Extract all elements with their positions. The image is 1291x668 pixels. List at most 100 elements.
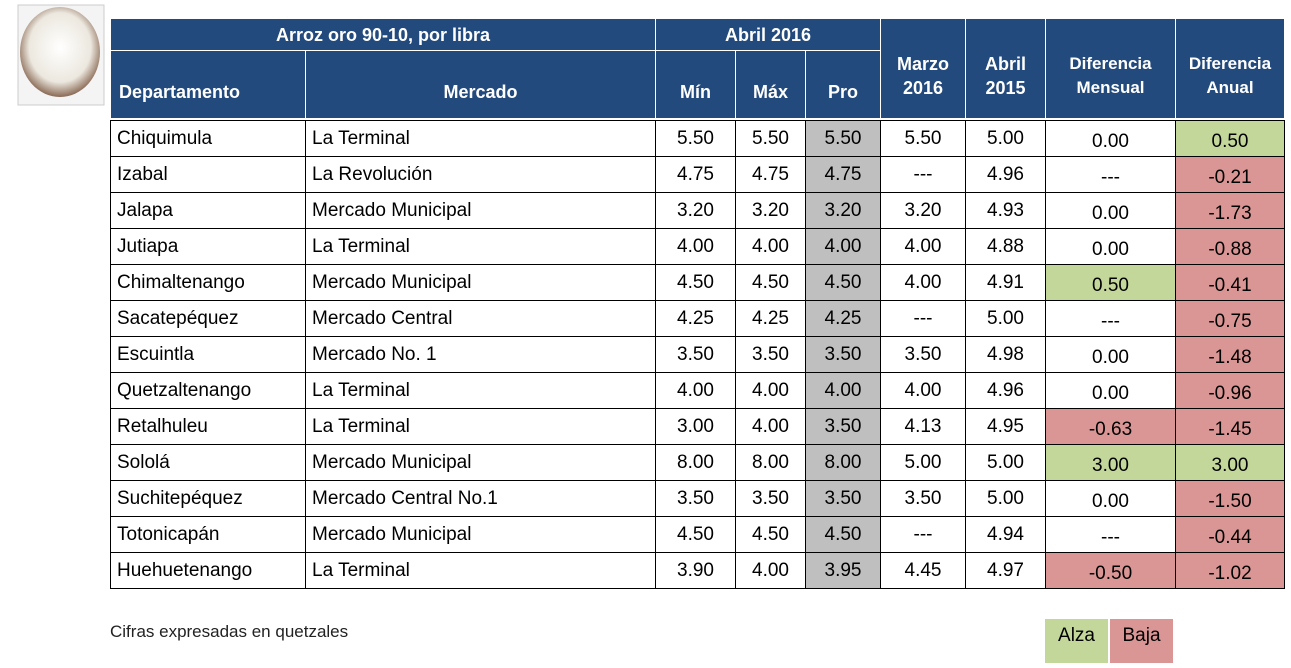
value-cell: 4.45 bbox=[880, 552, 966, 589]
value-cell: 4.00 bbox=[655, 228, 736, 265]
market: La Terminal bbox=[305, 372, 656, 409]
value-cell: 4.00 bbox=[805, 372, 881, 409]
value-cell: 5.00 bbox=[965, 444, 1046, 481]
department: Retalhuleu bbox=[110, 408, 306, 445]
value-cell: 3.50 bbox=[805, 408, 881, 445]
value-cell: 4.25 bbox=[655, 300, 736, 337]
value-cell: -1.50 bbox=[1175, 480, 1285, 517]
value-cell: 3.20 bbox=[880, 192, 966, 229]
department: Jutiapa bbox=[110, 228, 306, 265]
value-cell: 4.00 bbox=[805, 228, 881, 265]
value-cell: 4.97 bbox=[965, 552, 1046, 589]
value-cell: 0.00 bbox=[1045, 192, 1176, 229]
value-cell: 4.00 bbox=[735, 228, 806, 265]
market: Mercado Municipal bbox=[305, 516, 656, 553]
value-cell: 4.95 bbox=[965, 408, 1046, 445]
value-cell: 3.50 bbox=[805, 480, 881, 517]
value-cell: 3.50 bbox=[655, 480, 736, 517]
value-cell: 3.20 bbox=[655, 192, 736, 229]
value-cell: 3.50 bbox=[880, 336, 966, 373]
value-cell: 4.25 bbox=[805, 300, 881, 337]
value-cell: -1.48 bbox=[1175, 336, 1285, 373]
value-cell: 8.00 bbox=[655, 444, 736, 481]
department: Suchitepéquez bbox=[110, 480, 306, 517]
value-cell: --- bbox=[880, 516, 966, 553]
department: Sololá bbox=[110, 444, 306, 481]
header-cell: Departamento bbox=[110, 50, 306, 119]
value-cell: 4.13 bbox=[880, 408, 966, 445]
value-cell: 4.93 bbox=[965, 192, 1046, 229]
value-cell: 4.98 bbox=[965, 336, 1046, 373]
value-cell: 3.00 bbox=[1045, 444, 1176, 481]
value-cell: 3.00 bbox=[655, 408, 736, 445]
market: La Terminal bbox=[305, 552, 656, 589]
value-cell: 0.00 bbox=[1045, 480, 1176, 517]
value-cell: -1.02 bbox=[1175, 552, 1285, 589]
value-cell: 4.00 bbox=[880, 264, 966, 301]
value-cell: -0.75 bbox=[1175, 300, 1285, 337]
value-cell: 4.50 bbox=[735, 264, 806, 301]
market: Mercado No. 1 bbox=[305, 336, 656, 373]
value-cell: 4.94 bbox=[965, 516, 1046, 553]
value-cell: 5.50 bbox=[655, 120, 736, 157]
header-cell: Máx bbox=[735, 50, 806, 119]
value-cell: 5.00 bbox=[965, 120, 1046, 157]
value-cell: 0.00 bbox=[1045, 336, 1176, 373]
header-cell: Mín bbox=[655, 50, 736, 119]
value-cell: -0.88 bbox=[1175, 228, 1285, 265]
value-cell: 3.90 bbox=[655, 552, 736, 589]
value-cell: -0.96 bbox=[1175, 372, 1285, 409]
value-cell: 4.75 bbox=[655, 156, 736, 193]
header-cell: Mercado bbox=[305, 50, 656, 119]
market: Mercado Central No.1 bbox=[305, 480, 656, 517]
header-period: Abril 2016 bbox=[655, 18, 881, 51]
value-cell: --- bbox=[1045, 300, 1176, 337]
department: Totonicapán bbox=[110, 516, 306, 553]
department: Escuintla bbox=[110, 336, 306, 373]
value-cell: 0.50 bbox=[1175, 120, 1285, 157]
market: Mercado Municipal bbox=[305, 192, 656, 229]
department: Quetzaltenango bbox=[110, 372, 306, 409]
value-cell: 0.00 bbox=[1045, 228, 1176, 265]
market: Mercado Central bbox=[305, 300, 656, 337]
footer-note: Cifras expresadas en quetzales bbox=[110, 617, 510, 647]
value-cell: 4.88 bbox=[965, 228, 1046, 265]
value-cell: 5.50 bbox=[735, 120, 806, 157]
value-cell: 5.50 bbox=[880, 120, 966, 157]
value-cell: -0.21 bbox=[1175, 156, 1285, 193]
market: Mercado Municipal bbox=[305, 444, 656, 481]
market: La Terminal bbox=[305, 408, 656, 445]
value-cell: 4.00 bbox=[735, 372, 806, 409]
value-cell: 3.20 bbox=[735, 192, 806, 229]
department: Izabal bbox=[110, 156, 306, 193]
value-cell: 4.25 bbox=[735, 300, 806, 337]
header-product: Arroz oro 90-10, por libra bbox=[110, 18, 656, 51]
value-cell: --- bbox=[1045, 516, 1176, 553]
value-cell: -1.73 bbox=[1175, 192, 1285, 229]
value-cell: 8.00 bbox=[805, 444, 881, 481]
market: Mercado Municipal bbox=[305, 264, 656, 301]
value-cell: 5.00 bbox=[965, 300, 1046, 337]
value-cell: -1.45 bbox=[1175, 408, 1285, 445]
value-cell: 3.50 bbox=[880, 480, 966, 517]
page: Arroz oro 90-10, por libraAbril 2016Marz… bbox=[0, 0, 1291, 668]
value-cell: 4.96 bbox=[965, 372, 1046, 409]
value-cell: 3.50 bbox=[735, 336, 806, 373]
value-cell: 4.96 bbox=[965, 156, 1046, 193]
value-cell: --- bbox=[1045, 156, 1176, 193]
value-cell: 4.50 bbox=[655, 516, 736, 553]
value-cell: 0.00 bbox=[1045, 372, 1176, 409]
value-cell: 0.50 bbox=[1045, 264, 1176, 301]
value-cell: --- bbox=[880, 156, 966, 193]
value-cell: 4.91 bbox=[965, 264, 1046, 301]
market: La Terminal bbox=[305, 120, 656, 157]
value-cell: 4.00 bbox=[880, 228, 966, 265]
header-cell: Abril 2015 bbox=[965, 18, 1046, 119]
value-cell: 4.50 bbox=[805, 264, 881, 301]
value-cell: --- bbox=[880, 300, 966, 337]
legend-item: Alza bbox=[1045, 619, 1108, 663]
value-cell: 5.00 bbox=[880, 444, 966, 481]
header-cell: Diferencia Mensual bbox=[1045, 18, 1176, 119]
value-cell: 4.00 bbox=[655, 372, 736, 409]
value-cell: 5.00 bbox=[965, 480, 1046, 517]
